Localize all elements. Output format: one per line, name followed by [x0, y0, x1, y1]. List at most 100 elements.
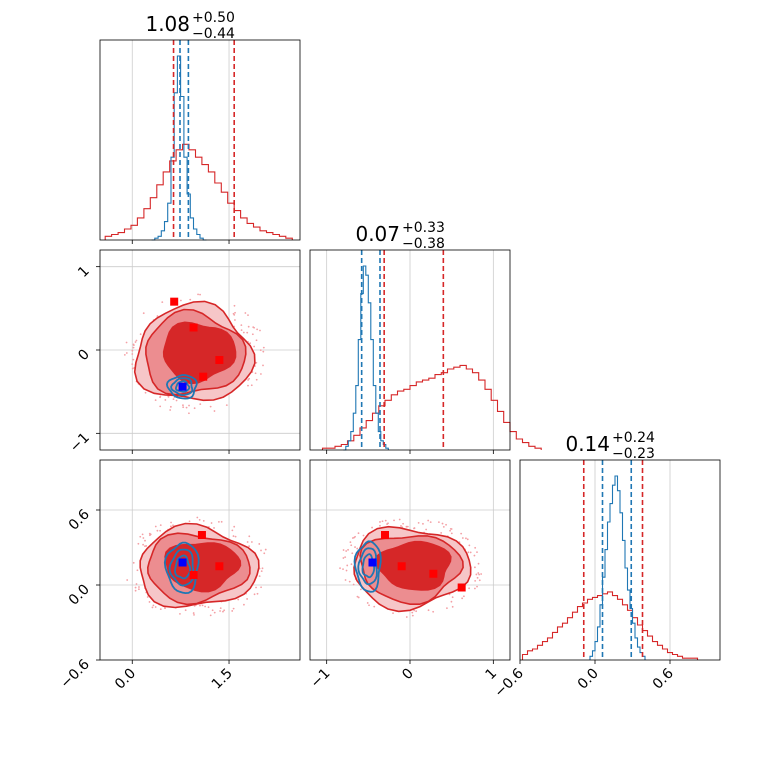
red-marker — [197, 531, 206, 539]
sample-point — [188, 404, 190, 407]
sample-point — [148, 601, 151, 603]
sample-point — [207, 606, 210, 609]
sample-point — [219, 610, 221, 612]
diag-title-lower-error: −0.44 — [192, 26, 235, 42]
sample-point — [450, 532, 453, 535]
sample-point — [260, 549, 262, 552]
sample-point — [345, 569, 348, 572]
sample-point — [234, 311, 236, 314]
sample-point — [179, 613, 181, 615]
sample-point — [350, 544, 353, 547]
panel-frame — [519, 459, 721, 661]
blue-histogram — [343, 265, 389, 451]
sample-point — [199, 293, 201, 296]
diag-title-lower-error: −0.38 — [402, 236, 445, 252]
blue-histogram — [151, 55, 207, 241]
sample-point — [243, 603, 245, 606]
sample-point — [359, 588, 362, 591]
sample-point — [156, 529, 159, 532]
sample-point — [231, 529, 234, 532]
sample-point — [164, 607, 166, 610]
sample-point — [247, 379, 249, 381]
sample-point — [440, 532, 443, 534]
scatter-panel-p21 — [309, 459, 511, 661]
sample-point — [253, 345, 256, 348]
sample-point — [144, 391, 147, 394]
sample-point — [209, 614, 212, 617]
blue-contour — [357, 547, 378, 586]
sample-point — [225, 404, 228, 407]
diag-title-upper-error: +0.24 — [612, 430, 655, 446]
sample-point — [468, 587, 470, 590]
sample-point — [262, 350, 265, 353]
sample-point — [446, 607, 448, 610]
sample-point — [170, 521, 172, 524]
red-contour-inner — [162, 321, 237, 385]
diag-panel-1: 0.07 +0.33−0.38 — [309, 220, 542, 451]
sample-point — [411, 614, 414, 617]
sample-point — [351, 552, 354, 555]
sample-point — [213, 410, 216, 412]
sample-point — [357, 532, 360, 535]
sample-point — [342, 557, 345, 559]
sample-point — [152, 604, 155, 607]
sample-point — [474, 587, 476, 590]
sample-point — [354, 546, 356, 548]
diag-title-lower-error: −0.23 — [612, 446, 655, 462]
blue-marker — [178, 558, 187, 567]
diag-title-value: 0.07 — [355, 222, 400, 246]
sample-point — [406, 525, 409, 528]
scatter-panel-p20 — [99, 459, 301, 661]
panel-content — [100, 460, 300, 660]
sample-point — [185, 406, 188, 409]
sample-point — [125, 341, 128, 344]
sample-point — [347, 548, 349, 551]
sample-point — [159, 396, 161, 399]
sample-point — [475, 573, 478, 576]
x-tick-label: 0.0 — [575, 666, 602, 693]
sample-point — [262, 346, 265, 349]
sample-point — [136, 569, 139, 572]
sample-point — [123, 353, 126, 356]
y-tick-label: −0.6 — [57, 656, 92, 691]
sample-point — [476, 551, 478, 554]
sample-point — [255, 339, 258, 342]
sample-point — [145, 545, 148, 547]
sample-point — [357, 596, 360, 599]
blue-contour — [165, 374, 198, 400]
y-tick-label: 0.6 — [66, 506, 93, 533]
sample-point — [258, 575, 261, 578]
y-tick-label: −1 — [67, 430, 93, 456]
sample-point — [442, 525, 445, 528]
sample-point — [233, 525, 236, 528]
y-tick-label: 0.0 — [66, 582, 93, 609]
sample-point — [232, 312, 235, 315]
sample-point — [251, 333, 254, 336]
red-marker — [429, 569, 438, 578]
red-marker — [215, 562, 224, 571]
sample-point — [350, 563, 353, 566]
sample-point — [132, 561, 135, 564]
blue-contour — [174, 380, 191, 393]
sample-point — [465, 537, 467, 540]
sample-point — [222, 610, 224, 613]
sample-point — [393, 519, 395, 522]
sample-point — [170, 525, 172, 528]
sample-point — [352, 583, 355, 586]
sample-point — [461, 537, 464, 539]
sample-point — [219, 607, 222, 610]
sample-point — [172, 398, 175, 401]
sample-point — [138, 586, 140, 588]
red-marker — [381, 531, 389, 539]
sample-point — [253, 593, 256, 596]
red-marker — [457, 583, 466, 592]
sample-point — [260, 586, 262, 589]
sample-point — [345, 550, 348, 552]
sample-point — [240, 324, 243, 327]
sample-point — [250, 384, 253, 387]
sample-point — [248, 535, 251, 538]
sample-point — [193, 407, 196, 410]
sample-point — [258, 543, 261, 545]
sample-point — [131, 349, 134, 352]
blue-marker — [178, 382, 187, 391]
